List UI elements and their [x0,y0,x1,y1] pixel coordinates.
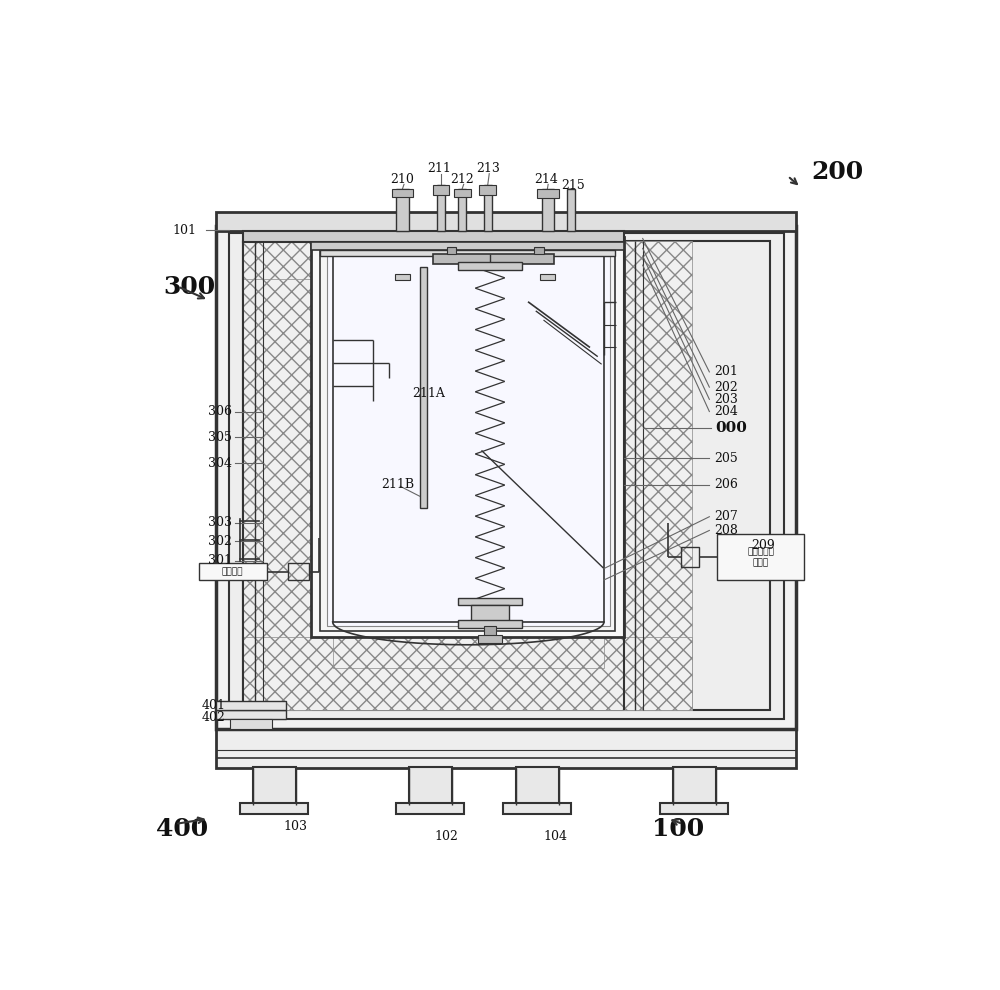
Text: 101: 101 [172,224,196,237]
Text: 208: 208 [714,524,738,537]
Text: 104: 104 [543,831,567,843]
Bar [216,701,286,711]
Bar [458,621,522,628]
Text: 214: 214 [534,173,558,186]
Bar [484,627,496,636]
Bar [392,189,413,197]
Bar [471,605,509,622]
Text: 301: 301 [208,554,232,567]
Text: 201: 201 [714,365,738,378]
Bar [288,563,309,580]
Text: 401: 401 [202,699,226,712]
Bar [216,729,796,768]
Text: 100: 100 [652,818,704,842]
Bar [216,226,796,729]
Bar [484,185,492,231]
Bar [420,267,427,508]
Text: 210: 210 [391,173,414,186]
Bar [447,247,456,254]
Bar [567,189,574,231]
Bar [478,635,502,643]
Text: 304: 304 [208,456,232,470]
Text: 212: 212 [450,173,474,186]
Bar [243,241,624,279]
Bar [243,638,692,710]
Bar [320,243,615,631]
Bar [243,231,624,243]
Bar [311,243,624,249]
Bar [660,803,728,814]
Text: 211: 211 [427,161,451,175]
Text: 103: 103 [284,820,308,833]
Bar [540,274,555,280]
Bar [534,247,544,254]
Bar [311,237,624,638]
Text: 303: 303 [208,517,232,530]
Text: 205: 205 [714,451,738,464]
Bar [320,249,615,256]
Bar [458,262,522,269]
Text: 211A: 211A [412,387,445,400]
Bar [454,189,471,197]
Bar [503,803,571,814]
Bar [333,247,604,622]
Bar [326,246,610,627]
Text: 207: 207 [714,510,738,524]
Text: 400: 400 [156,818,208,842]
Bar [333,618,604,667]
Bar [537,189,559,198]
Bar [681,547,698,567]
Bar [253,766,296,805]
Bar [396,803,464,814]
Bar [458,598,522,605]
Bar [433,185,449,195]
Text: 402: 402 [202,712,226,725]
Bar [717,535,804,580]
Text: 200: 200 [811,160,863,184]
Text: 209: 209 [751,540,775,552]
Text: 203: 203 [714,393,738,406]
Bar [395,274,410,280]
Bar [673,766,716,805]
Bar [396,189,409,231]
Text: 300: 300 [164,274,216,299]
Bar [624,241,692,710]
Bar [199,563,267,580]
Text: 306: 306 [208,405,232,418]
Bar [240,803,308,814]
Text: 204: 204 [714,405,738,418]
Text: 305: 305 [208,431,232,444]
Bar [230,720,272,729]
Text: 电容位移传
感系统: 电容位移传 感系统 [747,547,774,567]
Bar [433,254,554,263]
Bar [409,766,452,805]
Bar [542,189,554,231]
Bar [216,711,286,720]
Text: 213: 213 [476,161,500,175]
Text: 102: 102 [435,831,459,843]
Text: 000: 000 [716,422,747,436]
Text: 302: 302 [208,535,232,547]
Bar [229,233,784,720]
Bar [437,185,445,231]
Text: 202: 202 [714,380,738,394]
Text: 211B: 211B [381,478,414,491]
Bar [216,212,796,231]
Bar [479,185,496,195]
Text: 温控系统: 温控系统 [222,567,243,576]
Bar [516,766,559,805]
Bar [243,241,311,710]
Text: 215: 215 [561,179,585,192]
Bar [243,241,770,710]
Text: 206: 206 [714,478,738,491]
Bar [458,189,466,231]
